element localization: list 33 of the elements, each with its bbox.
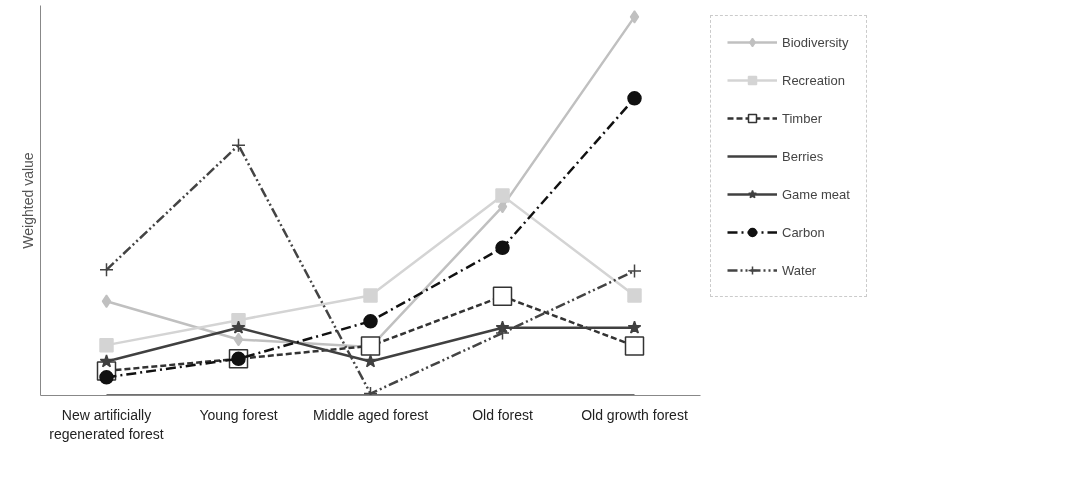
legend-label: Carbon	[782, 224, 825, 240]
legend-label: Water	[782, 262, 817, 278]
point	[233, 332, 244, 347]
legend-label: Timber	[782, 110, 822, 126]
x-tick-label: Old forest	[472, 406, 533, 423]
point	[231, 320, 246, 334]
x-tick-label: Middle aged forest	[312, 406, 429, 423]
x-tick-label: New artificially regenerated forest	[49, 406, 164, 442]
point	[627, 288, 642, 303]
point	[627, 320, 642, 334]
point	[629, 10, 640, 24]
legend-label: Game meat	[782, 186, 850, 202]
legend-label: Berries	[782, 148, 824, 164]
point	[624, 336, 645, 356]
point	[99, 354, 114, 368]
point	[627, 263, 642, 279]
point	[363, 314, 378, 329]
point	[360, 336, 381, 356]
point	[495, 240, 510, 256]
point	[99, 337, 114, 353]
point	[363, 288, 378, 303]
point	[495, 188, 510, 203]
point	[627, 91, 642, 106]
x-tick-label: Young forest	[199, 406, 278, 423]
point	[99, 262, 114, 278]
legend-label: Recreation	[782, 72, 845, 88]
x-tick-label: Old growth forest	[581, 406, 688, 423]
point	[363, 354, 378, 368]
point	[101, 294, 112, 308]
point	[231, 137, 246, 153]
legend-label: Biodiversity	[782, 34, 849, 50]
y-axis-title: Weighted value	[19, 152, 36, 249]
point	[492, 286, 513, 307]
